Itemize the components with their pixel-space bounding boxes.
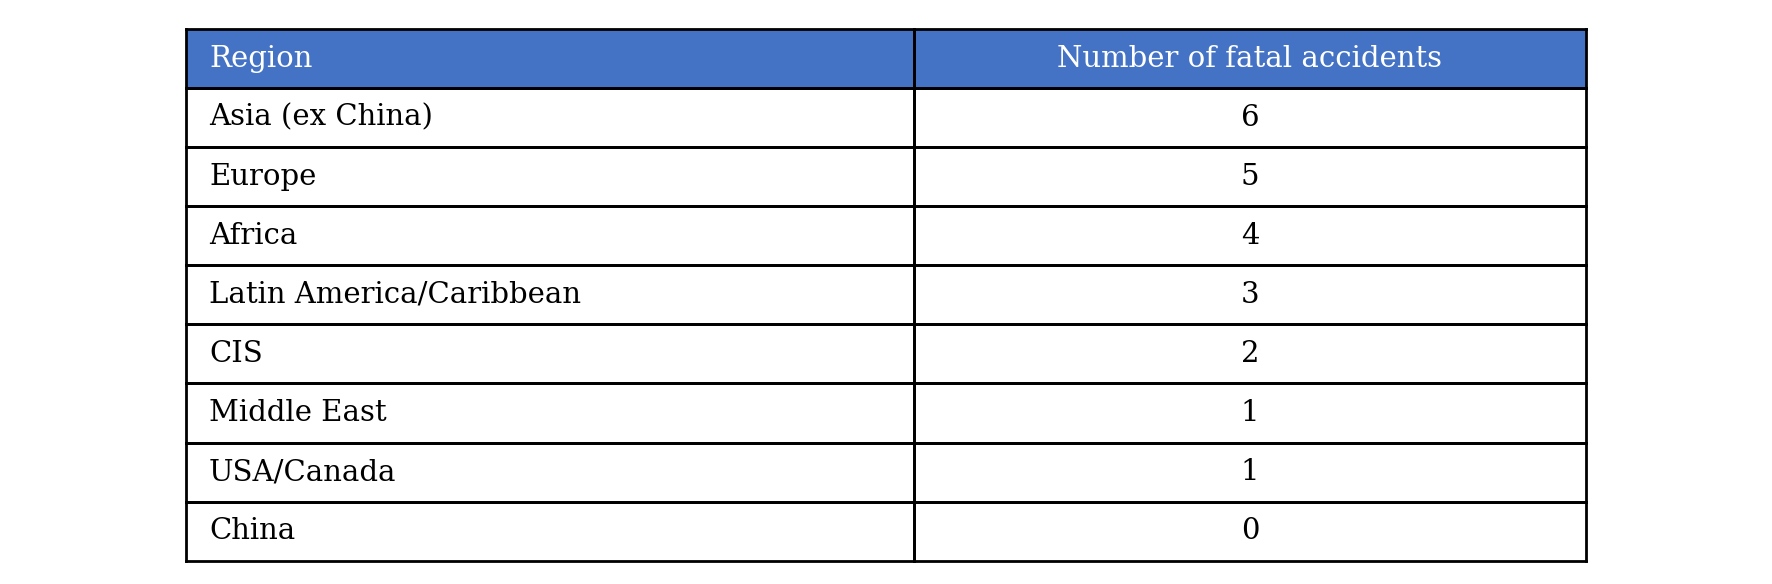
- Text: CIS: CIS: [209, 340, 262, 368]
- Bar: [914, 384, 1586, 443]
- Bar: [914, 206, 1586, 265]
- Text: 2: 2: [1240, 340, 1260, 368]
- Text: 0: 0: [1240, 517, 1260, 545]
- Bar: [914, 502, 1586, 561]
- Bar: [914, 265, 1586, 325]
- Text: Region: Region: [209, 45, 312, 73]
- Text: Asia (ex China): Asia (ex China): [209, 104, 432, 132]
- Bar: [186, 88, 914, 147]
- Text: Africa: Africa: [209, 222, 298, 250]
- Text: 1: 1: [1240, 399, 1260, 427]
- Text: 5: 5: [1240, 163, 1260, 191]
- Text: 4: 4: [1240, 222, 1260, 250]
- Text: 6: 6: [1240, 104, 1260, 132]
- Bar: [186, 29, 914, 88]
- Text: 1: 1: [1240, 458, 1260, 486]
- Bar: [186, 443, 914, 502]
- Text: 3: 3: [1240, 281, 1260, 309]
- Bar: [914, 88, 1586, 147]
- Text: Latin America/Caribbean: Latin America/Caribbean: [209, 281, 581, 309]
- Bar: [914, 147, 1586, 206]
- Bar: [186, 265, 914, 325]
- Bar: [186, 147, 914, 206]
- Text: Europe: Europe: [209, 163, 317, 191]
- Text: China: China: [209, 517, 296, 545]
- Bar: [186, 384, 914, 443]
- Text: Number of fatal accidents: Number of fatal accidents: [1058, 45, 1442, 73]
- Text: USA/Canada: USA/Canada: [209, 458, 397, 486]
- Bar: [914, 29, 1586, 88]
- Bar: [914, 325, 1586, 384]
- Text: Middle East: Middle East: [209, 399, 386, 427]
- Bar: [186, 206, 914, 265]
- Bar: [186, 502, 914, 561]
- Bar: [186, 325, 914, 384]
- Bar: [914, 443, 1586, 502]
